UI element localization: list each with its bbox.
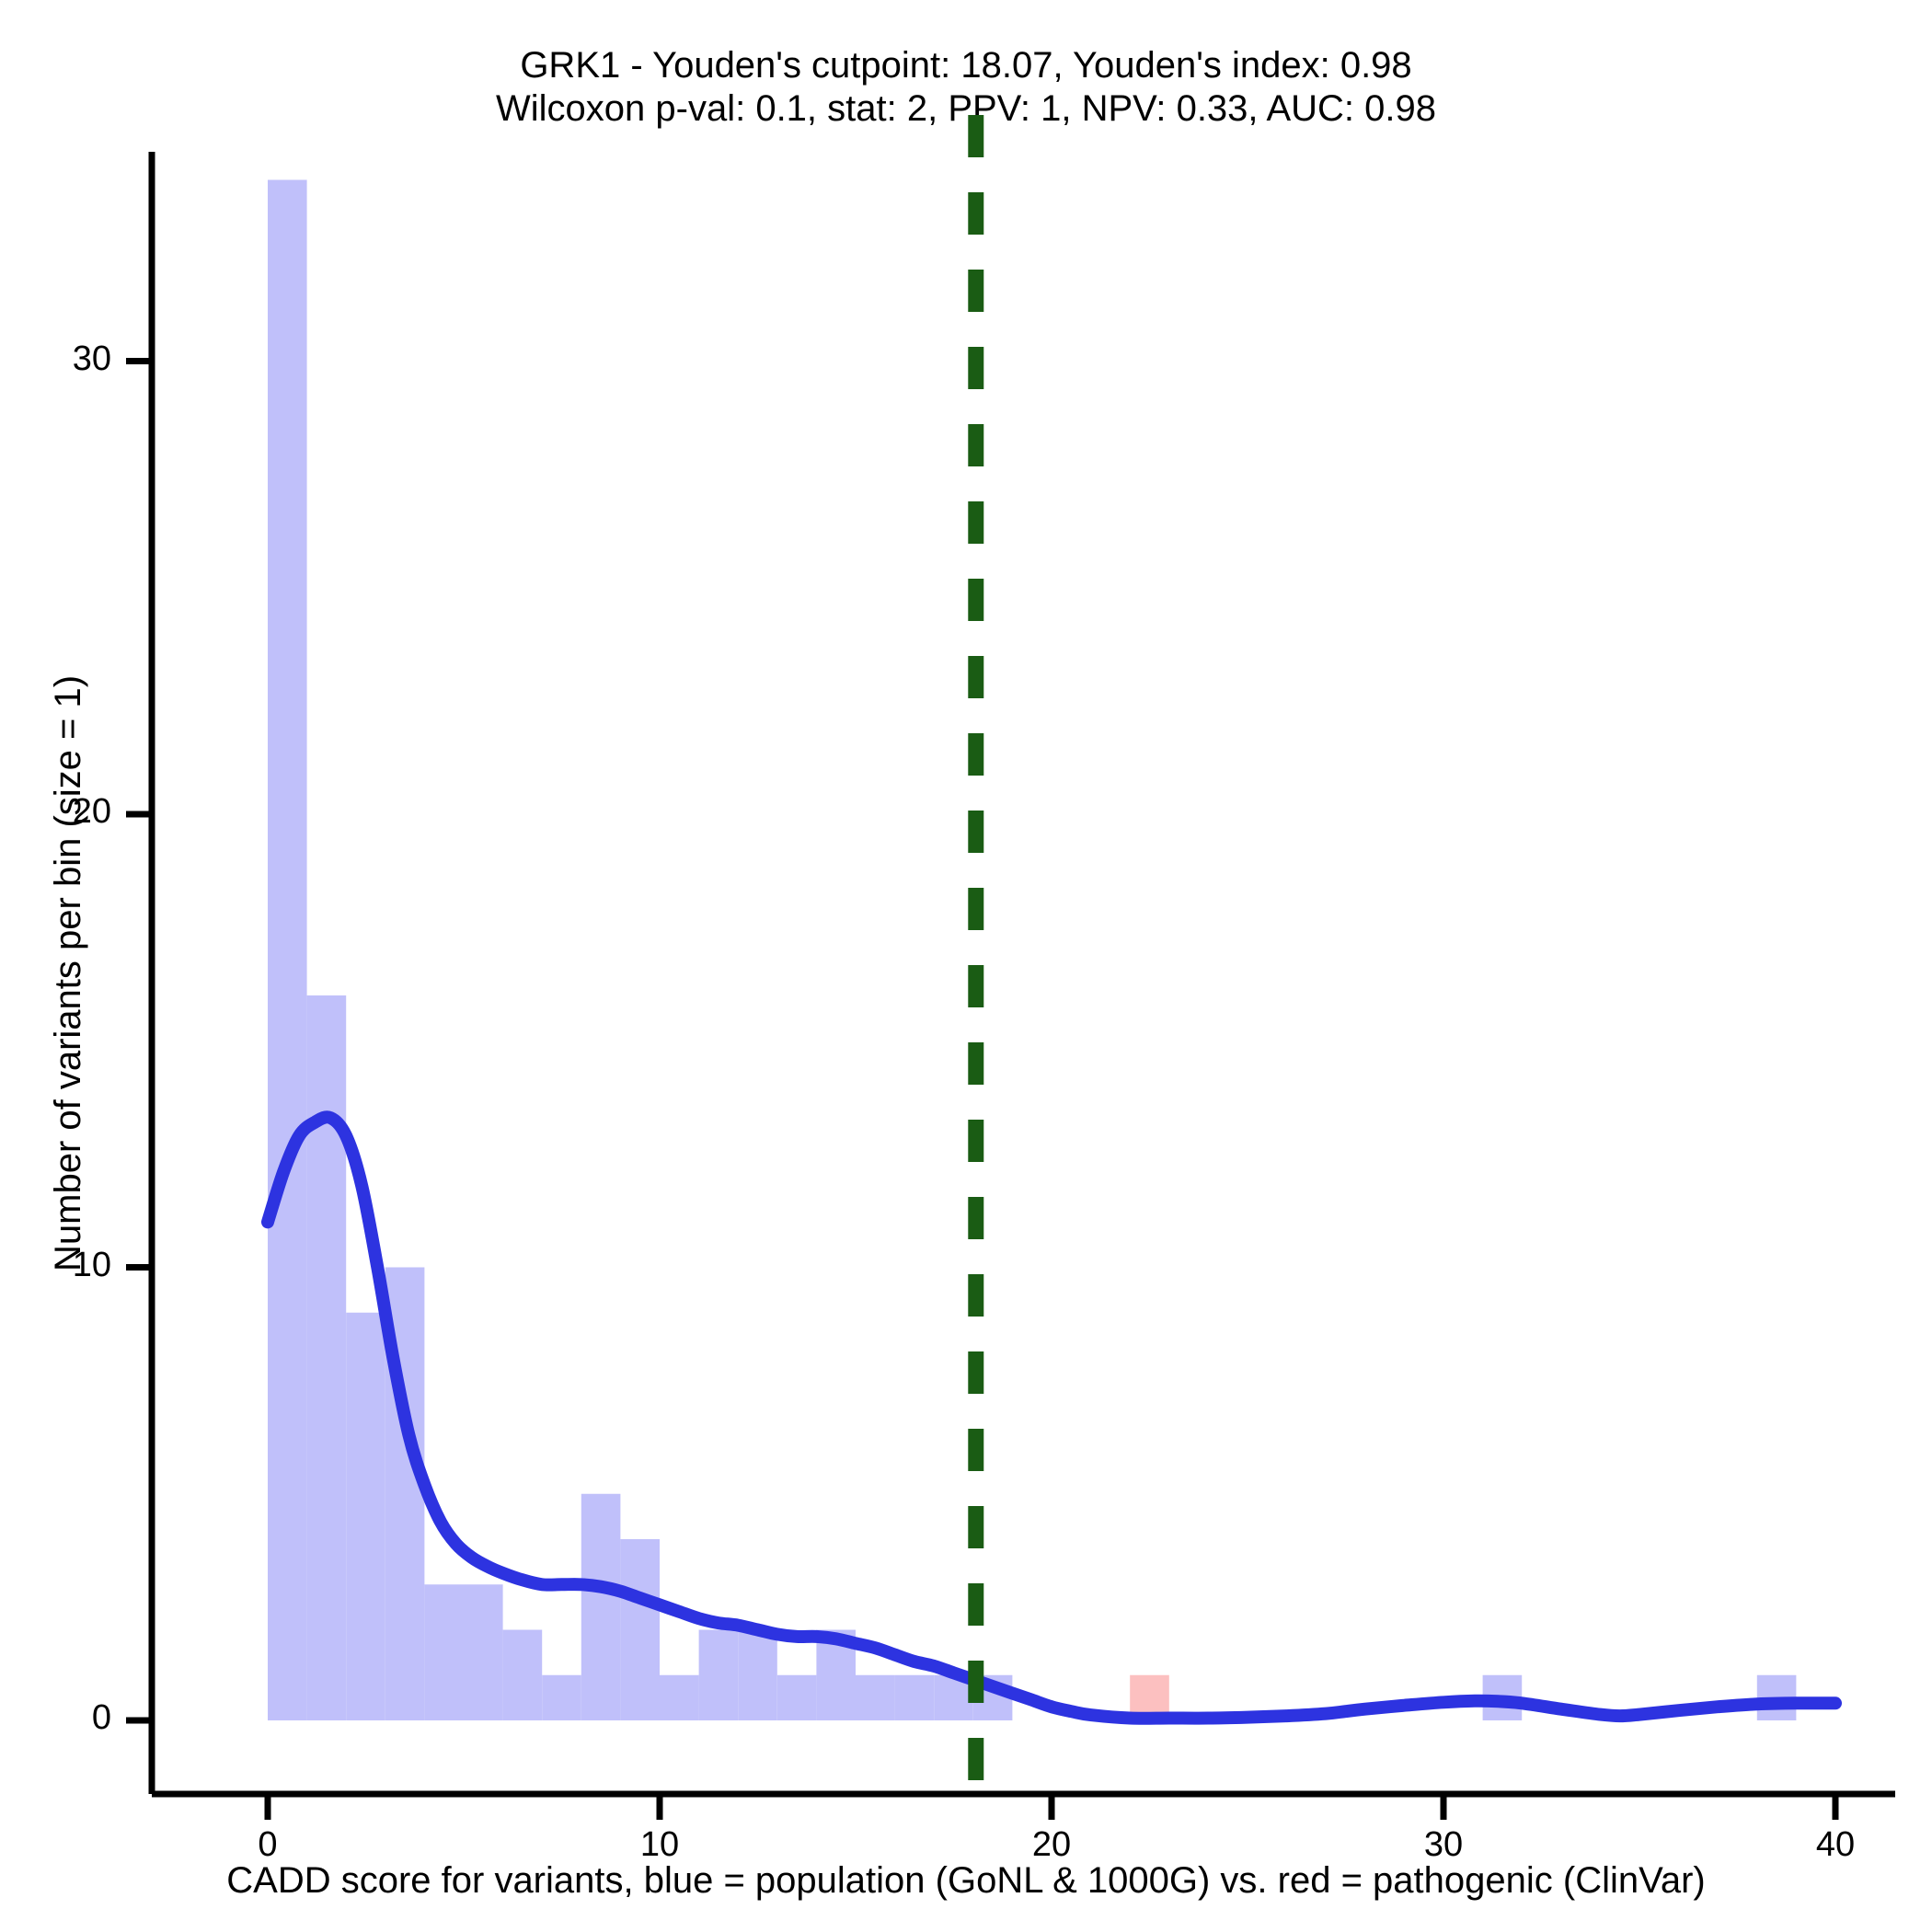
y-tick-label: 20: [72, 792, 111, 831]
x-tick-label: 30: [1423, 1825, 1464, 1864]
population-histogram-bar: [856, 1674, 895, 1720]
population-histogram-bar: [698, 1629, 739, 1720]
population-histogram-bar: [306, 995, 347, 1720]
y-axis-label: Number of variants per bin (size = 1): [48, 674, 88, 1271]
y-tick-label: 30: [72, 339, 111, 378]
population-histogram-bar: [894, 1674, 935, 1720]
population-histogram-bar: [502, 1629, 543, 1720]
y-tick-label: 10: [72, 1245, 111, 1284]
population-histogram-bar: [464, 1584, 503, 1720]
x-tick-label: 0: [258, 1825, 278, 1864]
x-tick-label: 10: [639, 1825, 680, 1864]
population-histogram-bar: [268, 179, 307, 1720]
population-histogram-bar: [620, 1539, 660, 1720]
chart-title: GRK1 - Youden's cutpoint: 18.07, Youden'…: [0, 44, 1932, 131]
y-tick-label: 0: [91, 1698, 111, 1737]
population-histogram-bar: [776, 1674, 817, 1720]
population-histogram-bar: [346, 1312, 385, 1720]
density-curve: [261, 1110, 1842, 1725]
population-histogram-bar: [738, 1629, 777, 1720]
population-histogram-bar: [660, 1674, 699, 1720]
x-axis-label: CADD score for variants, blue = populati…: [226, 1860, 1706, 1901]
population-histogram-bar: [542, 1674, 581, 1720]
chart-title-line-1: GRK1 - Youden's cutpoint: 18.07, Youden'…: [520, 45, 1412, 86]
population-histogram-bar: [424, 1584, 464, 1720]
x-tick-label: 40: [1815, 1825, 1856, 1864]
x-tick-label: 20: [1031, 1825, 1072, 1864]
population-histogram-bar: [581, 1493, 621, 1720]
chart-title-line-2: Wilcoxon p-val: 0.1, stat: 2, PPV: 1, NP…: [496, 88, 1436, 129]
